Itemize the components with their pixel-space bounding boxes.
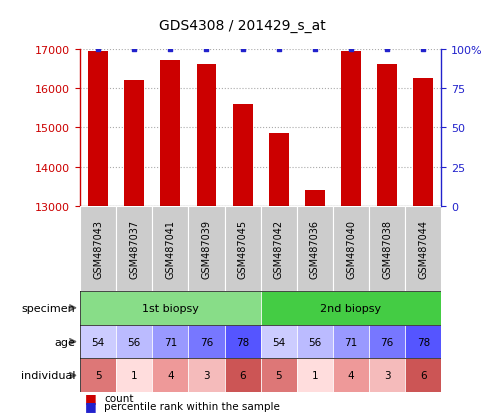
Text: 3: 3	[203, 370, 210, 380]
Text: 71: 71	[164, 337, 177, 347]
Text: 1: 1	[311, 370, 318, 380]
Text: 56: 56	[127, 337, 140, 347]
Point	[310, 46, 318, 53]
Bar	[224, 325, 260, 358]
Text: 78: 78	[416, 337, 429, 347]
Bar	[224, 358, 260, 392]
Text: ■: ■	[85, 391, 96, 404]
Text: percentile rank within the sample: percentile rank within the sample	[104, 401, 280, 411]
Point	[202, 46, 210, 53]
Bar	[405, 206, 440, 291]
Bar	[232, 104, 252, 206]
Text: GSM487037: GSM487037	[129, 219, 139, 278]
Text: individual: individual	[21, 370, 75, 380]
Text: 1: 1	[131, 370, 137, 380]
Text: 54: 54	[272, 337, 285, 347]
Bar	[260, 325, 296, 358]
Point	[166, 46, 174, 53]
Bar	[340, 52, 360, 206]
Bar	[188, 206, 224, 291]
Point	[419, 46, 426, 53]
Bar	[332, 206, 368, 291]
Text: GSM487041: GSM487041	[165, 219, 175, 278]
Text: 1st biopsy: 1st biopsy	[142, 303, 198, 313]
Text: age: age	[54, 337, 75, 347]
Text: 6: 6	[419, 370, 426, 380]
Text: 2nd biopsy: 2nd biopsy	[320, 303, 381, 313]
Bar	[80, 206, 116, 291]
Text: count: count	[104, 393, 134, 403]
Bar	[196, 65, 216, 206]
Text: specimen: specimen	[21, 303, 75, 313]
Bar	[116, 206, 152, 291]
Bar	[152, 206, 188, 291]
Text: GSM487042: GSM487042	[273, 219, 283, 278]
Point	[382, 46, 390, 53]
Bar	[224, 206, 260, 291]
Point	[238, 46, 246, 53]
Bar	[304, 191, 324, 206]
Bar	[80, 291, 260, 325]
Bar	[368, 325, 404, 358]
Text: 3: 3	[383, 370, 390, 380]
Bar	[188, 358, 224, 392]
Bar	[412, 79, 432, 206]
Bar	[296, 206, 332, 291]
Point	[274, 46, 282, 53]
Bar	[268, 134, 288, 206]
Text: GSM487043: GSM487043	[93, 219, 103, 278]
Text: GSM487036: GSM487036	[309, 219, 319, 278]
Text: 78: 78	[236, 337, 249, 347]
Text: GSM487040: GSM487040	[345, 219, 355, 278]
Bar	[116, 325, 152, 358]
Bar	[377, 65, 396, 206]
Text: GSM487044: GSM487044	[417, 219, 427, 278]
Text: ■: ■	[85, 399, 96, 412]
Text: GSM487039: GSM487039	[201, 219, 211, 278]
Bar	[152, 325, 188, 358]
Bar	[88, 52, 108, 206]
Bar	[80, 358, 116, 392]
Bar	[260, 291, 440, 325]
Bar	[260, 358, 296, 392]
Text: 5: 5	[275, 370, 282, 380]
Text: 4: 4	[166, 370, 173, 380]
Bar	[296, 358, 332, 392]
Text: 56: 56	[308, 337, 321, 347]
Point	[130, 46, 138, 53]
Bar	[332, 325, 368, 358]
Bar	[296, 325, 332, 358]
Bar	[188, 325, 224, 358]
Bar	[368, 358, 404, 392]
Text: GSM487045: GSM487045	[237, 219, 247, 278]
Bar	[124, 81, 144, 206]
Text: GDS4308 / 201429_s_at: GDS4308 / 201429_s_at	[159, 19, 325, 33]
Text: 6: 6	[239, 370, 245, 380]
Bar	[260, 206, 296, 291]
Point	[347, 46, 354, 53]
Bar	[332, 358, 368, 392]
Text: 76: 76	[380, 337, 393, 347]
Bar	[116, 358, 152, 392]
Bar	[368, 206, 404, 291]
Text: 71: 71	[344, 337, 357, 347]
Bar	[160, 62, 180, 206]
Bar	[405, 325, 440, 358]
Bar	[405, 358, 440, 392]
Bar	[152, 358, 188, 392]
Text: 54: 54	[91, 337, 105, 347]
Bar	[80, 325, 116, 358]
Text: 5: 5	[94, 370, 101, 380]
Text: 4: 4	[347, 370, 354, 380]
Text: 76: 76	[199, 337, 212, 347]
Point	[94, 46, 102, 53]
Text: GSM487038: GSM487038	[381, 219, 392, 278]
